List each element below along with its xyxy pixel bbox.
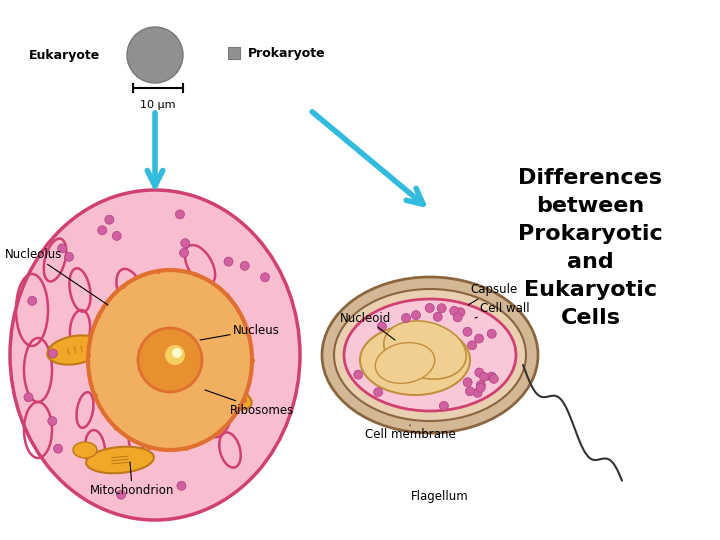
Circle shape [240,261,249,271]
Circle shape [165,345,185,365]
Circle shape [48,349,58,358]
Ellipse shape [10,190,300,520]
Circle shape [127,27,183,83]
Circle shape [426,303,434,313]
Text: Capsule: Capsule [468,284,517,305]
Circle shape [58,244,67,253]
Circle shape [65,252,73,261]
Circle shape [473,388,482,397]
Circle shape [179,248,189,258]
Circle shape [53,444,63,453]
Ellipse shape [199,380,251,410]
Circle shape [112,232,121,240]
Circle shape [377,322,387,331]
Circle shape [374,388,383,396]
Circle shape [177,481,186,490]
Circle shape [490,374,498,383]
Ellipse shape [384,321,467,379]
Ellipse shape [166,285,224,315]
Circle shape [98,226,107,235]
Circle shape [463,327,472,336]
Circle shape [456,308,465,317]
Circle shape [477,381,485,389]
Circle shape [465,387,474,396]
Circle shape [224,257,233,266]
Circle shape [480,373,489,381]
Text: Ribosomes: Ribosomes [205,390,294,416]
Circle shape [105,215,114,224]
Circle shape [27,296,37,305]
Circle shape [439,401,449,410]
Text: Eukaryote: Eukaryote [29,49,100,62]
Ellipse shape [360,325,470,395]
Text: Nucleus: Nucleus [200,323,280,340]
Circle shape [433,312,442,321]
Ellipse shape [86,447,154,473]
Text: 10 μm: 10 μm [140,100,176,110]
Circle shape [474,334,484,343]
Circle shape [476,383,485,392]
Text: Mitochondrion: Mitochondrion [90,462,174,496]
FancyBboxPatch shape [228,47,240,59]
Circle shape [117,490,125,499]
Circle shape [402,313,410,322]
Ellipse shape [344,299,516,411]
Circle shape [450,306,459,315]
Circle shape [181,239,189,248]
Circle shape [261,273,269,282]
Text: Differences
between
Prokaryotic
and
Eukaryotic
Cells: Differences between Prokaryotic and Euka… [518,168,663,328]
Circle shape [172,348,182,358]
Text: Flagellum: Flagellum [411,490,469,503]
Ellipse shape [322,277,538,433]
Circle shape [437,303,446,313]
Ellipse shape [48,335,103,364]
Circle shape [467,341,477,350]
Circle shape [24,393,33,402]
Circle shape [487,329,496,338]
Circle shape [475,368,484,377]
Text: Nucleoid: Nucleoid [340,312,395,340]
Circle shape [354,370,363,379]
Text: Prokaryote: Prokaryote [248,46,325,59]
Circle shape [48,416,57,426]
Circle shape [463,378,472,387]
Circle shape [138,328,202,392]
Circle shape [487,372,496,381]
Ellipse shape [73,442,97,458]
Ellipse shape [88,270,252,450]
Text: Cell wall: Cell wall [475,301,530,318]
Circle shape [453,313,462,322]
Circle shape [411,310,420,320]
Ellipse shape [334,289,526,421]
Circle shape [176,210,184,219]
Ellipse shape [375,342,435,383]
Text: Nucleolus: Nucleolus [5,248,108,305]
Text: Cell membrane: Cell membrane [365,425,456,442]
